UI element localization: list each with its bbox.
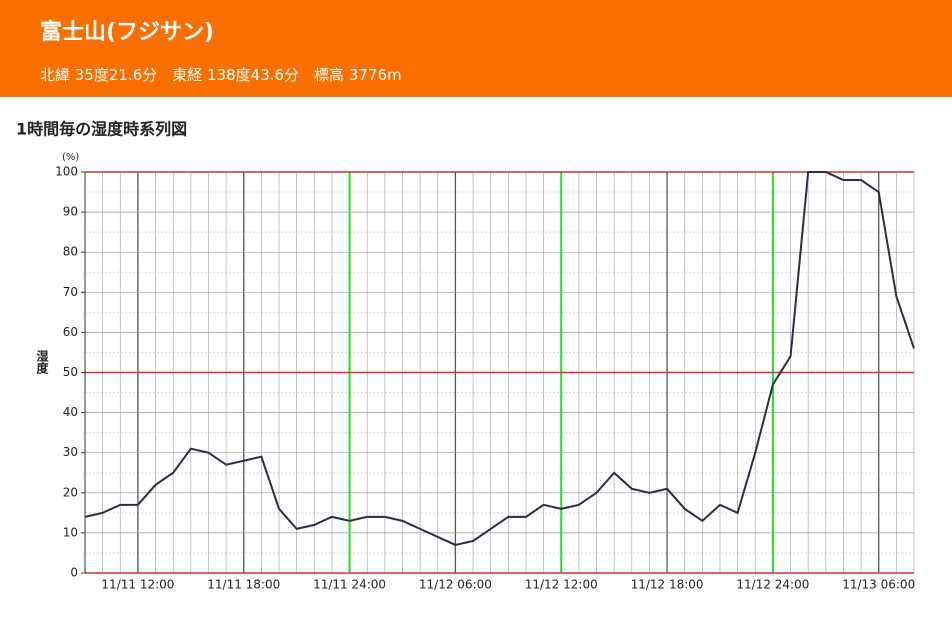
x-tick-label: 11/12 18:00 xyxy=(631,578,704,592)
header: 富士山(フジサン) 北緯 35度21.6分 東経 138度43.6分 標高 37… xyxy=(0,0,952,97)
y-tick-label: 40 xyxy=(63,405,78,419)
y-axis-label: 湿度 xyxy=(35,349,49,375)
y-tick-label: 100 xyxy=(55,165,78,179)
station-location: 北緯 35度21.6分 東経 138度43.6分 標高 3776m xyxy=(40,66,402,84)
y-tick-label: 30 xyxy=(63,445,78,459)
chart-title: 1時間毎の湿度時系列図 xyxy=(16,120,187,139)
x-tick-label: 11/12 12:00 xyxy=(525,578,598,592)
x-tick-label: 11/11 24:00 xyxy=(313,578,386,592)
humidity-line xyxy=(84,171,915,546)
y-tick-label: 0 xyxy=(70,566,78,580)
y-tick-label: 60 xyxy=(63,325,78,339)
x-tick-label: 11/11 12:00 xyxy=(101,578,174,592)
x-tick-label: 11/12 06:00 xyxy=(419,578,492,592)
y-tick-label: 10 xyxy=(63,525,78,539)
chart: 1時間毎の湿度時系列図 (%) 湿度 11/11 12:00 11/11 18:0… xyxy=(16,120,915,592)
x-tick-label: 11/11 18:00 xyxy=(207,578,280,592)
x-tick-label: 11/13 06:00 xyxy=(842,578,915,592)
x-tick-label: 11/12 24:00 xyxy=(736,578,809,592)
station-title: 富士山(フジサン) xyxy=(40,20,215,45)
y-tick-label: 70 xyxy=(63,285,78,299)
y-unit: (%) xyxy=(62,152,79,163)
y-tick-label: 90 xyxy=(63,205,78,219)
y-tick-label: 50 xyxy=(63,365,78,379)
y-tick-label: 80 xyxy=(63,245,78,259)
y-tick-label: 20 xyxy=(63,485,78,499)
